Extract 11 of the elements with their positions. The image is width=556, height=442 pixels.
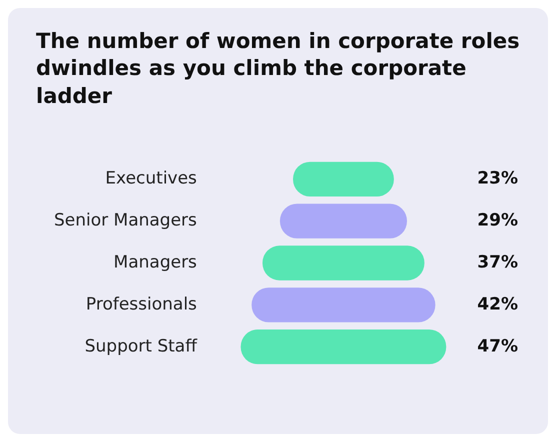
data-label: 23% [477, 168, 518, 188]
data-label: 47% [477, 336, 518, 356]
category-label: Support Staff [84, 336, 198, 356]
data-label: 29% [477, 210, 518, 230]
category-label: Managers [114, 252, 198, 272]
text: The number of women in corporate roles dwindles as you climb the corporate ladder [36, 28, 521, 110]
category-label: Professionals [86, 294, 198, 314]
data-label: 37% [477, 252, 518, 272]
data-label: 42% [477, 294, 518, 314]
category-label: Executives [105, 168, 198, 188]
category-label: Senior Managers [54, 210, 198, 230]
